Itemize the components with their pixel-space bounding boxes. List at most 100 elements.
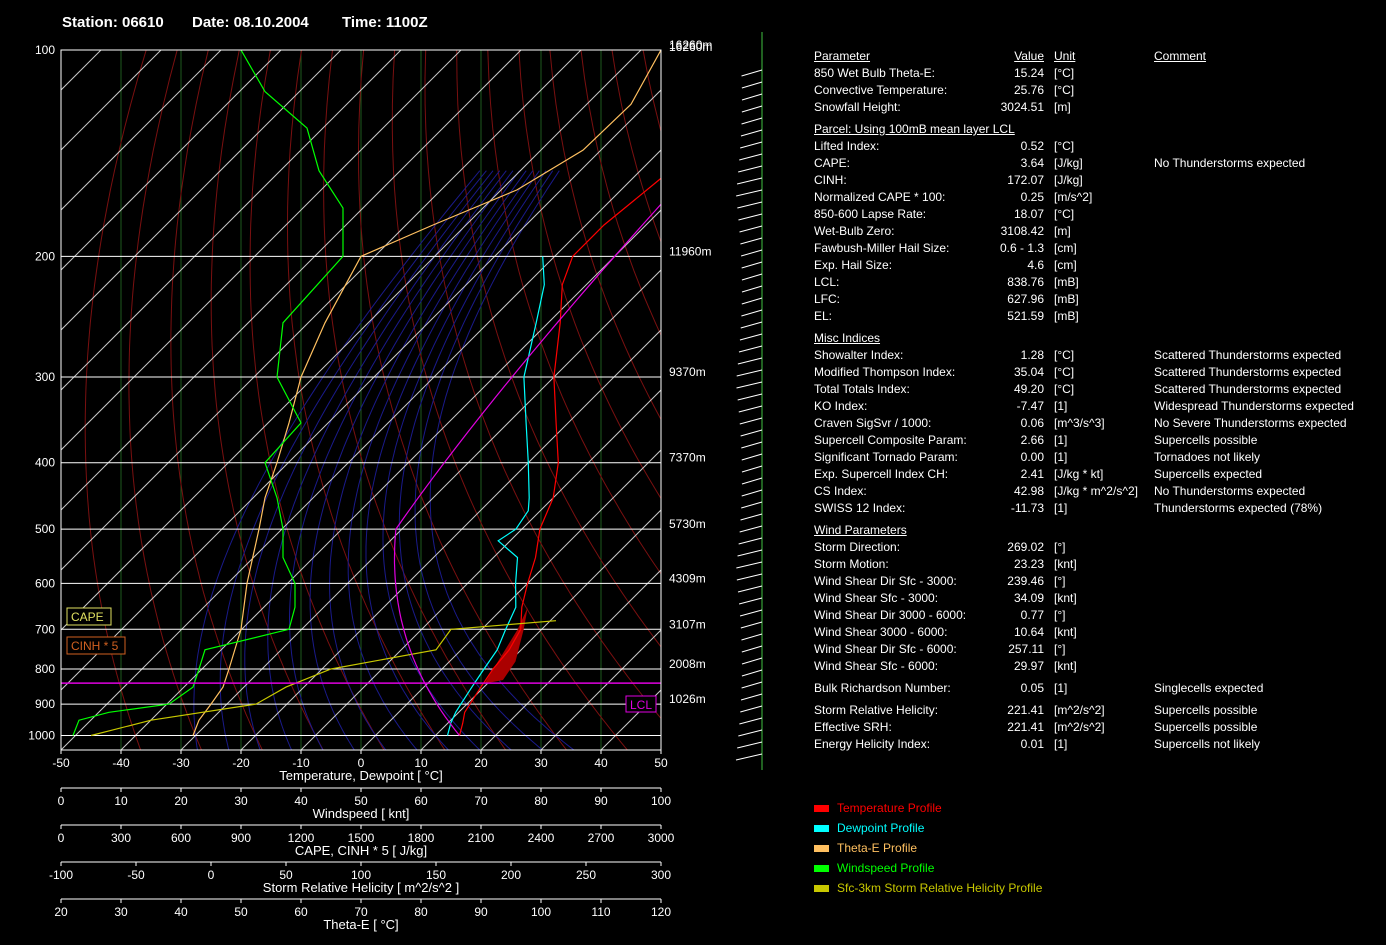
isotherm (61, 50, 582, 571)
thetae-axis-tick-label: 30 (114, 905, 128, 919)
cell: 0.05 (1020, 681, 1044, 695)
cell: 0.77 (1020, 608, 1044, 622)
srh-axis-tick-label: 200 (501, 868, 521, 882)
wind-barb (737, 549, 763, 557)
table-row: Bulk Richardson Number: 0.05 [1] Singlecell… (814, 680, 1374, 697)
dry-adiabat (518, 50, 661, 500)
isotherm (540, 629, 661, 750)
isotherm (480, 569, 661, 750)
wind-barb (738, 729, 763, 737)
pressure-tick-label: 500 (35, 522, 55, 536)
cell: 172.07 (1007, 173, 1044, 187)
wind-barb (740, 705, 763, 713)
table-row: Craven SigSvr / 1000: 0.06 [m^3/s^3] No Sev… (814, 415, 1374, 432)
wind-barb (736, 369, 763, 377)
legend-label: Temperature Profile (837, 801, 942, 815)
cell: Singlecells expected (1154, 681, 1264, 695)
cell: 15.24 (1013, 66, 1044, 80)
wind-axis-tick-label: 30 (234, 794, 248, 808)
cape-axis-tick-label: 1800 (408, 831, 435, 845)
cell: 3024.51 (1000, 100, 1044, 114)
table-row: Energy Helicity Index: 0.01 [1] Supercells … (814, 736, 1374, 753)
table-row: 850-600 Lapse Rate: 18.07 [°C] (814, 206, 1374, 223)
table-row: Fawbush-Miller Hail Size: 0.6 - 1.3 [cm] (814, 240, 1374, 257)
srh-axis-tick-label: 150 (426, 868, 446, 882)
cell: [1] (1054, 737, 1068, 751)
thetae-axis-tick-label: 100 (531, 905, 551, 919)
isotherm (61, 50, 522, 511)
cell: Supercell Composite Param: (814, 433, 967, 447)
dry-adiabat (549, 50, 661, 421)
legend-label: Dewpoint Profile (837, 821, 925, 835)
cell: 25.76 (1013, 83, 1044, 97)
cell: Wind Shear Dir Sfc - 3000: (814, 574, 957, 588)
section-title: Parcel: Using 100mB mean layer LCL (814, 122, 1015, 136)
table-header: Parameter Value Unit Comment (814, 48, 1374, 65)
wind-axis-tick-label: 70 (474, 794, 488, 808)
isotherm (120, 209, 661, 750)
cell: Thunderstorms expected (78%) (1154, 501, 1323, 515)
series-temperature-profile (458, 177, 661, 736)
cell: 850 Wet Bulb Theta-E: (814, 66, 935, 80)
cape-axis-tick-label: 0 (58, 831, 65, 845)
cell: [knt] (1054, 659, 1077, 673)
cell: Unit (1054, 49, 1076, 63)
wind-axis-tick-label: 80 (534, 794, 548, 808)
isotherm (61, 50, 462, 451)
cell: Bulk Richardson Number: (814, 681, 951, 695)
cell: SWISS 12 Index: (814, 501, 906, 515)
moist-adiabat (267, 170, 501, 750)
temp-axis-label: Temperature, Dewpoint [ °C] (279, 768, 442, 783)
wind-barb (738, 345, 763, 353)
wind-barb (741, 489, 763, 497)
wind-barb (741, 117, 763, 125)
wind-barb (739, 525, 763, 533)
wind-axis-tick-label: 90 (594, 794, 608, 808)
legend-item: Temperature Profile (814, 801, 942, 815)
dry-adiabat (487, 50, 661, 575)
wind-barb (741, 465, 763, 473)
cell: -11.73 (1010, 501, 1044, 515)
cell: Scattered Thunderstorms expected (1154, 348, 1342, 362)
srh-axis-label: Storm Relative Helicity [ m^2/s^2 ] (263, 880, 459, 895)
cell: Significant Tornado Param: (814, 450, 958, 464)
wind-barb (741, 453, 763, 461)
wind-barb (741, 681, 763, 689)
cell: 18.07 (1013, 207, 1044, 221)
temp-axis-tick-label: 50 (654, 756, 668, 770)
cell: [m^3/s^3] (1054, 416, 1105, 430)
cell: [°] (1054, 608, 1066, 622)
cape-axis-label: CAPE, CINH * 5 [ J/kg] (295, 843, 427, 858)
table-row: LCL: 838.76 [mB] (814, 274, 1374, 291)
wind-barb (740, 429, 763, 437)
legend-label: Sfc-3km Storm Relative Helicity Profile (837, 881, 1043, 895)
srh-axis-tick-label: 50 (279, 868, 293, 882)
thetae-axis-tick-label: 120 (651, 905, 671, 919)
dry-adiabat (249, 50, 385, 750)
height-label: 11960m (669, 244, 711, 258)
temp-axis-tick-label: 20 (474, 756, 488, 770)
cell: 521.59 (1007, 309, 1044, 323)
wind-axis-tick-label: 100 (651, 794, 671, 808)
table-row: Snowfall Height: 3024.51 [m] (814, 99, 1374, 116)
srh-axis-tick-label: 300 (651, 868, 671, 882)
cape-box (66, 607, 112, 626)
cell: 35.04 (1013, 365, 1044, 379)
table-row: CS Index: 42.98 [J/kg * m^2/s^2] No Thunder… (814, 483, 1374, 500)
wind-axis-tick-label: 20 (174, 794, 188, 808)
thetae-axis-tick-label: 80 (414, 905, 428, 919)
cell: [°C] (1054, 83, 1075, 97)
wind-barb (741, 81, 763, 89)
cell: Fawbush-Miller Hail Size: (814, 241, 950, 255)
cell: No Severe Thunderstorms expected (1154, 416, 1347, 430)
pressure-tick-label: 200 (35, 249, 55, 263)
temp-axis-tick-label: 40 (594, 756, 608, 770)
wind-barb (738, 213, 763, 221)
wind-barb (741, 501, 763, 509)
srh-axis-tick-label: 0 (208, 868, 215, 882)
cell: [°C] (1054, 382, 1075, 396)
wind-barb (737, 393, 763, 401)
height-label-top: 16260m (669, 40, 712, 54)
cell: EL: (814, 309, 833, 323)
